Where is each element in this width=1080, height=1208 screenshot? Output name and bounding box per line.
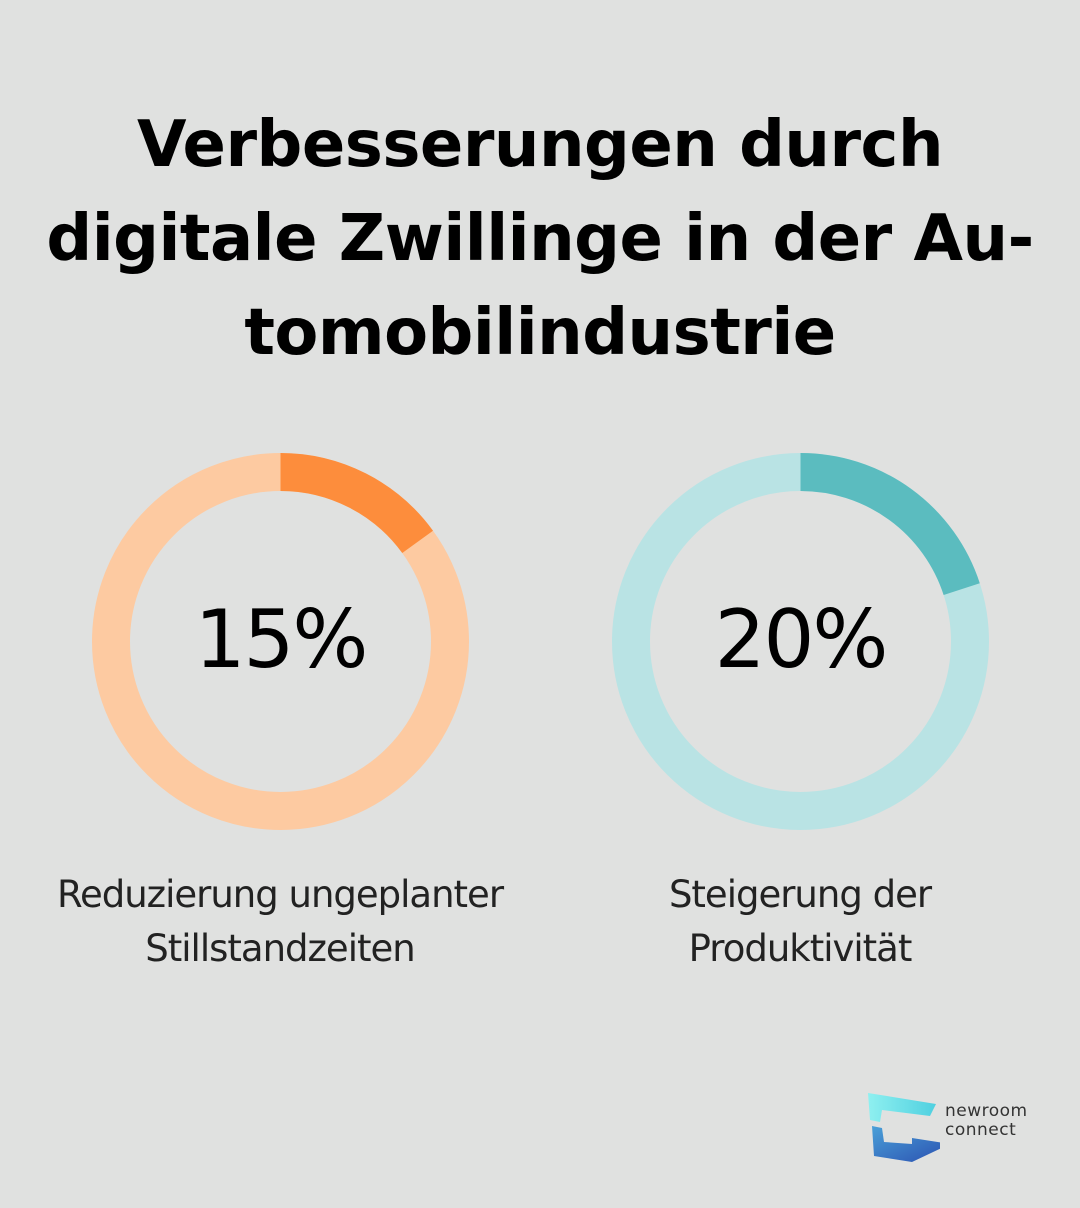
donut-1-label: Reduzierung ungeplanter Stillstandzeiten: [20, 868, 540, 976]
logo-line-1: newroom: [945, 1101, 1028, 1121]
donut-chart-2: 20%: [612, 453, 989, 830]
donut-2-value: 20%: [714, 593, 889, 686]
donut-2-svg: [612, 453, 989, 830]
logo-line-2: connect: [945, 1120, 1017, 1140]
donut-1-label-line-2: Stillstandzeiten: [145, 927, 415, 970]
donut-1-svg: [92, 453, 469, 830]
title-line-2: digitale Zwillinge in der Au-: [46, 202, 1034, 276]
donut-2-segment: [800, 453, 980, 596]
donut-1-label-line-1: Reduzierung ungeplanter: [56, 873, 504, 916]
title-line-1: Verbesserungen durch: [137, 108, 944, 182]
donut-1-segment: [280, 453, 433, 554]
donut-2-label-line-1: Steigerung der: [668, 873, 932, 916]
chart-title: Verbesserungen durch digitale Zwillinge …: [40, 98, 1040, 380]
donut-chart-1: 15%: [92, 453, 469, 830]
brand-logo: newroom connect: [866, 1090, 1046, 1164]
donut-2-label-line-2: Produktivität: [688, 927, 913, 970]
logo-wordmark: newroom connect: [945, 1102, 1028, 1140]
donut-1-value: 15%: [194, 593, 369, 686]
title-line-3: tomobilindustrie: [244, 296, 836, 370]
donut-2-label: Steigerung der Produktivität: [540, 868, 1060, 976]
logo-mark-icon: [868, 1093, 940, 1162]
